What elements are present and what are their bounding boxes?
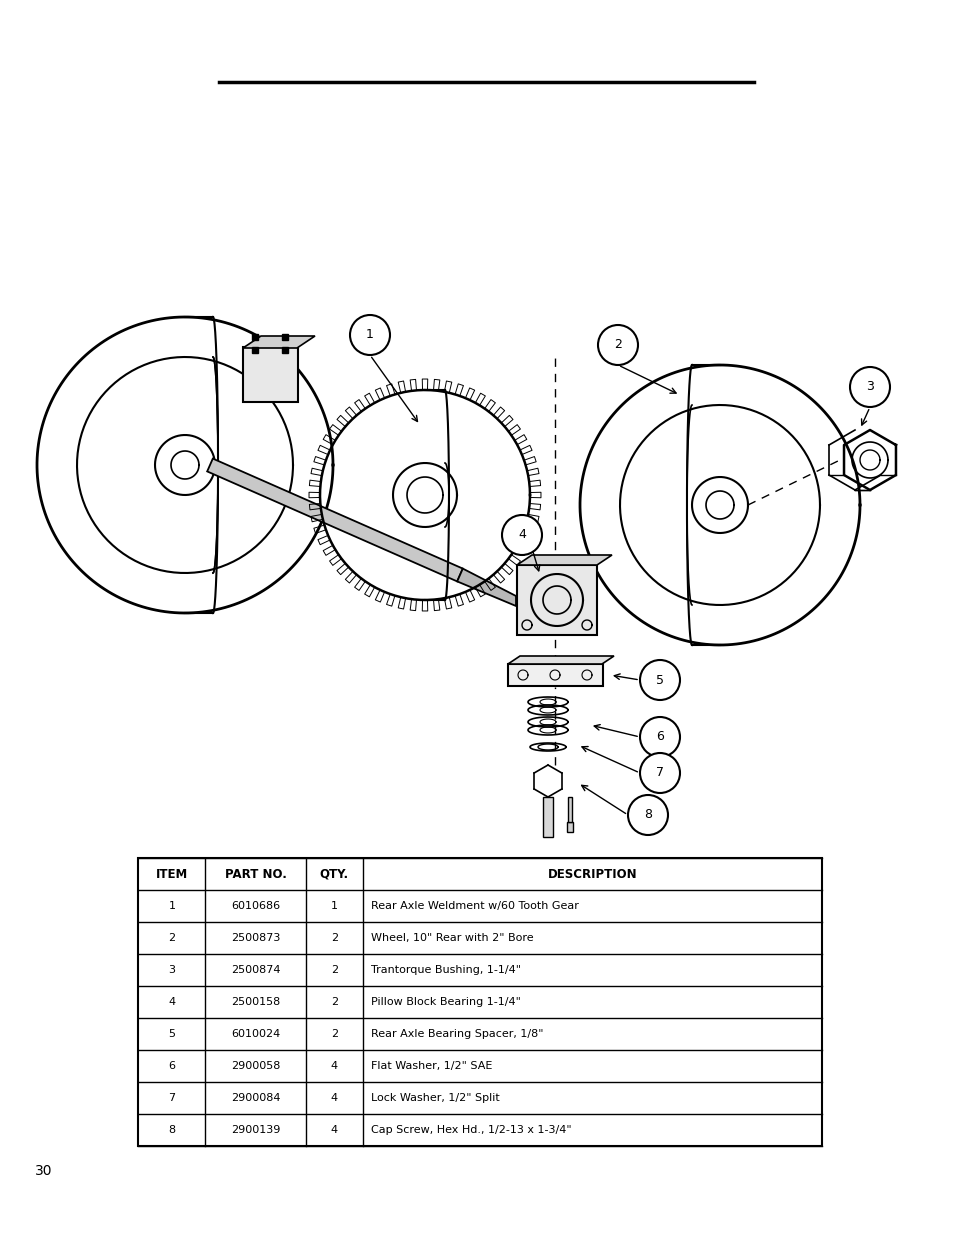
Polygon shape: [207, 458, 462, 582]
Bar: [542, 797, 553, 837]
Text: 2: 2: [331, 966, 337, 976]
Text: 7: 7: [656, 767, 663, 779]
Text: 30: 30: [35, 1165, 52, 1178]
Text: 8: 8: [168, 1125, 175, 1135]
Polygon shape: [507, 656, 614, 664]
Circle shape: [849, 367, 889, 408]
Text: Wheel, 10" Rear with 2" Bore: Wheel, 10" Rear with 2" Bore: [371, 934, 533, 944]
Text: 6010686: 6010686: [231, 902, 280, 911]
Text: Rear Axle Weldment w/60 Tooth Gear: Rear Axle Weldment w/60 Tooth Gear: [371, 902, 578, 911]
Text: 2: 2: [331, 997, 337, 1008]
Circle shape: [639, 659, 679, 700]
Text: 3: 3: [168, 966, 175, 976]
Text: 1: 1: [366, 329, 374, 342]
Polygon shape: [243, 336, 314, 348]
Text: DESCRIPTION: DESCRIPTION: [547, 868, 637, 881]
Text: 1: 1: [168, 902, 175, 911]
Text: Pillow Block Bearing 1-1/4": Pillow Block Bearing 1-1/4": [371, 997, 520, 1008]
Text: 4: 4: [168, 997, 175, 1008]
Text: 2500873: 2500873: [231, 934, 280, 944]
Circle shape: [639, 718, 679, 757]
Text: 7: 7: [168, 1093, 175, 1103]
Bar: [567, 797, 572, 823]
Circle shape: [501, 515, 541, 555]
Text: 2500158: 2500158: [231, 997, 280, 1008]
Text: ITEM: ITEM: [155, 868, 188, 881]
Text: 6: 6: [168, 1061, 175, 1071]
Text: 8: 8: [643, 809, 651, 821]
Circle shape: [627, 795, 667, 835]
Bar: [566, 823, 573, 832]
Text: Flat Washer, 1/2" SAE: Flat Washer, 1/2" SAE: [371, 1061, 492, 1071]
Text: 4: 4: [517, 529, 525, 541]
Bar: [138, 858, 821, 1146]
Text: Lock Washer, 1/2" Split: Lock Washer, 1/2" Split: [371, 1093, 499, 1103]
Text: 4: 4: [331, 1093, 337, 1103]
Text: QTY.: QTY.: [319, 868, 349, 881]
Text: 5: 5: [168, 1029, 175, 1039]
Text: 6010024: 6010024: [231, 1029, 280, 1039]
Text: Rear Axle Bearing Spacer, 1/8": Rear Axle Bearing Spacer, 1/8": [371, 1029, 542, 1039]
Text: 2900058: 2900058: [231, 1061, 280, 1071]
Text: 2500874: 2500874: [231, 966, 280, 976]
Text: Cap Screw, Hex Hd., 1/2-13 x 1-3/4": Cap Screw, Hex Hd., 1/2-13 x 1-3/4": [371, 1125, 571, 1135]
Text: 2: 2: [331, 934, 337, 944]
Text: PART NO.: PART NO.: [225, 868, 286, 881]
Bar: [507, 664, 602, 685]
Text: 2: 2: [168, 934, 175, 944]
Text: 6: 6: [656, 730, 663, 743]
Text: 4: 4: [331, 1061, 337, 1071]
Text: 3: 3: [865, 380, 873, 394]
Text: 5: 5: [656, 673, 663, 687]
Text: 2: 2: [331, 1029, 337, 1039]
Text: 2: 2: [614, 338, 621, 352]
Polygon shape: [517, 555, 612, 564]
Circle shape: [639, 753, 679, 793]
Bar: [517, 564, 597, 635]
Text: Trantorque Bushing, 1-1/4": Trantorque Bushing, 1-1/4": [371, 966, 520, 976]
Circle shape: [350, 315, 390, 354]
Text: 4: 4: [331, 1125, 337, 1135]
Circle shape: [598, 325, 638, 366]
Text: 2900139: 2900139: [231, 1125, 280, 1135]
Polygon shape: [456, 568, 516, 606]
Text: 2900084: 2900084: [231, 1093, 280, 1103]
Bar: [243, 347, 297, 403]
Text: 1: 1: [331, 902, 337, 911]
